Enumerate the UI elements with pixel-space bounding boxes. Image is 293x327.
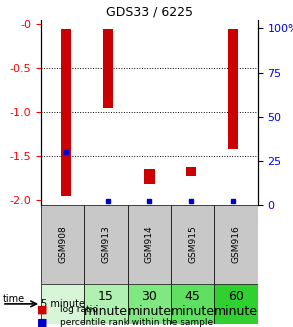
Bar <box>41 284 84 324</box>
Bar <box>84 205 128 284</box>
Text: ■: ■ <box>37 305 47 315</box>
Text: GSM916: GSM916 <box>232 226 241 263</box>
Bar <box>103 29 113 108</box>
Text: 5 minute: 5 minute <box>41 299 85 309</box>
Text: ■: ■ <box>37 318 47 327</box>
Text: GSM913: GSM913 <box>102 226 110 263</box>
Text: GSM915: GSM915 <box>188 226 197 263</box>
Bar <box>128 284 171 324</box>
Bar <box>228 29 238 149</box>
Text: percentile rank within the sample: percentile rank within the sample <box>60 318 214 327</box>
Bar <box>171 284 214 324</box>
Text: log ratio: log ratio <box>60 305 98 314</box>
Text: GSM908: GSM908 <box>58 226 67 263</box>
Bar <box>186 167 196 176</box>
Bar <box>84 284 128 324</box>
Bar <box>128 205 171 284</box>
Text: 30
minute: 30 minute <box>127 290 171 318</box>
Bar <box>61 29 71 196</box>
Bar <box>144 169 155 184</box>
Text: 15
minute: 15 minute <box>84 290 128 318</box>
Bar <box>171 205 214 284</box>
Text: 45
minute: 45 minute <box>171 290 215 318</box>
Title: GDS33 / 6225: GDS33 / 6225 <box>106 6 193 18</box>
Bar <box>214 284 258 324</box>
Text: GSM914: GSM914 <box>145 226 154 263</box>
Text: 60
minute: 60 minute <box>214 290 258 318</box>
Bar <box>214 205 258 284</box>
Bar <box>41 205 84 284</box>
Text: time: time <box>3 294 25 304</box>
